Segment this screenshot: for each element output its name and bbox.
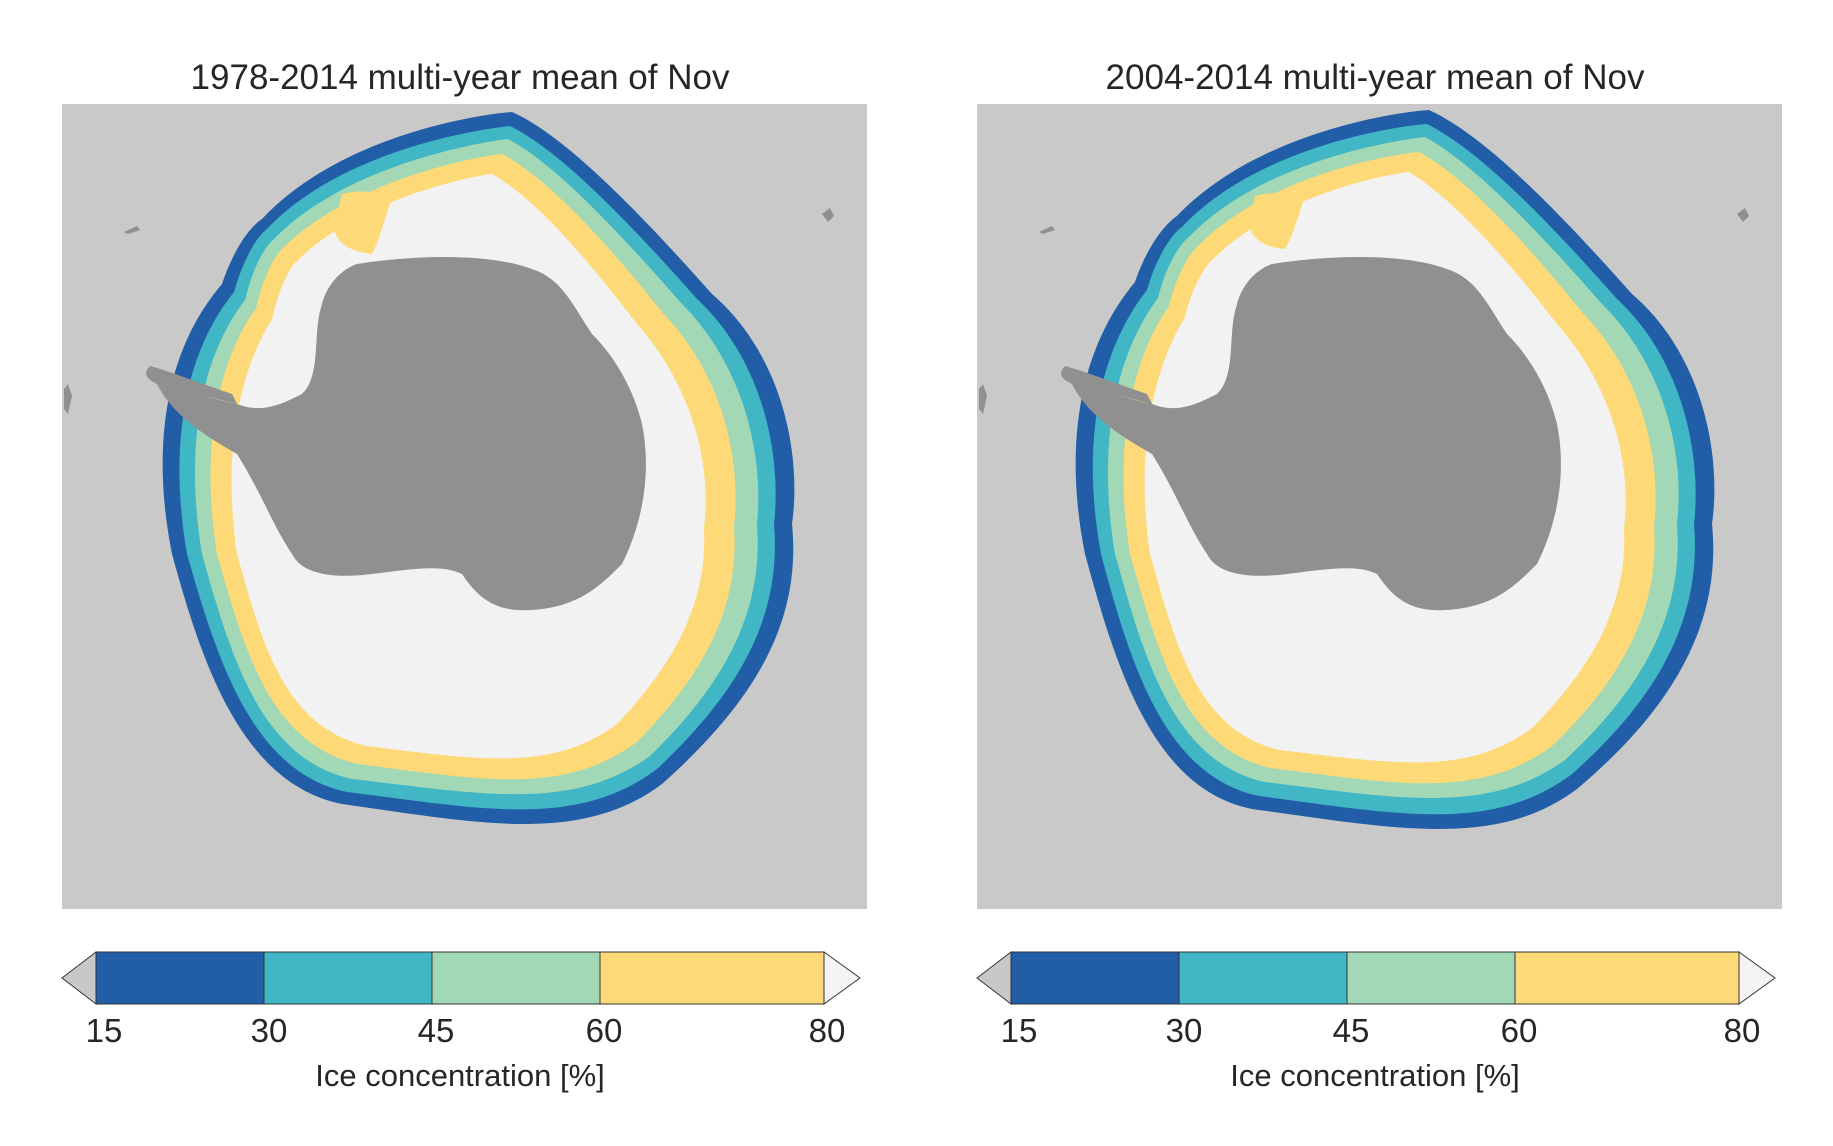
colorbar-segment-15-30 — [95, 951, 265, 1005]
colorbar-segment-30-45 — [1178, 951, 1348, 1005]
sea-ice-map — [62, 104, 867, 909]
island-southgeorgia — [124, 226, 140, 234]
map-panel-left: 1978-2014 multi-year mean of Nov 15 30 4… — [40, 0, 880, 1146]
colorbar-segment-15-30 — [1010, 951, 1180, 1005]
colorbar-tick: 15 — [1000, 1012, 1038, 1049]
colorbar-tick: 45 — [1332, 1012, 1370, 1049]
colorbar-label: Ice concentration [%] — [315, 1058, 605, 1093]
island-kerguelen — [822, 208, 834, 222]
colorbar-segment-60-80 — [599, 951, 825, 1005]
colorbar-over-arrow — [823, 951, 861, 1005]
colorbar-segment-45-60 — [431, 951, 601, 1005]
ice-patch — [334, 191, 392, 254]
ice-patch — [1249, 193, 1303, 249]
map-panel-right: 2004-2014 multi-year mean of Nov 15 30 4… — [955, 0, 1795, 1146]
colorbar-over-arrow — [1738, 951, 1776, 1005]
sea-ice-map — [977, 104, 1782, 909]
colorbar — [61, 950, 861, 1006]
colorbar-tick: 30 — [250, 1012, 288, 1049]
colorbar-tick: 15 — [85, 1012, 123, 1049]
antarctic-peninsula — [146, 366, 237, 404]
colorbar-under-arrow — [61, 950, 97, 1006]
colorbar-tick: 80 — [808, 1012, 846, 1049]
antarctica-land — [157, 257, 646, 611]
island-kerguelen — [1737, 208, 1749, 222]
colorbar-segment-45-60 — [1346, 951, 1516, 1005]
colorbar-tick: 60 — [585, 1012, 623, 1049]
island-west — [64, 384, 72, 414]
colorbar-label: Ice concentration [%] — [1230, 1058, 1520, 1093]
colorbar-segment-60-80 — [1514, 951, 1740, 1005]
colorbar-tick: 80 — [1723, 1012, 1761, 1049]
colorbar-segment-30-45 — [263, 951, 433, 1005]
colorbar-tick: 60 — [1500, 1012, 1538, 1049]
antarctic-peninsula — [1061, 366, 1152, 404]
colorbar-under-arrow — [976, 950, 1012, 1006]
map-title: 1978-2014 multi-year mean of Nov — [190, 58, 730, 97]
colorbar-tick: 45 — [417, 1012, 455, 1049]
map-title: 2004-2014 multi-year mean of Nov — [1105, 58, 1645, 97]
colorbar — [976, 950, 1776, 1006]
colorbar-tick: 30 — [1165, 1012, 1203, 1049]
island-west — [979, 384, 987, 414]
island-southgeorgia — [1039, 226, 1055, 234]
antarctica-land — [1072, 257, 1561, 611]
